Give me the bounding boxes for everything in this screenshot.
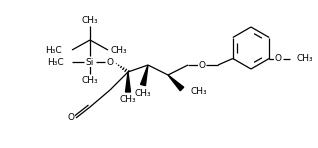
Polygon shape [168, 75, 184, 91]
Polygon shape [141, 65, 148, 86]
Text: CH₃: CH₃ [82, 16, 98, 25]
Text: CH₃: CH₃ [120, 95, 136, 104]
Text: H₃C: H₃C [47, 58, 64, 66]
Text: CH₃: CH₃ [135, 89, 151, 98]
Text: O: O [275, 54, 282, 63]
Text: H₃C: H₃C [45, 45, 62, 54]
Text: O: O [198, 61, 205, 70]
Text: CH₃: CH₃ [296, 54, 313, 63]
Text: CH₃: CH₃ [190, 86, 207, 95]
Text: O: O [67, 114, 74, 123]
Text: CH₃: CH₃ [82, 75, 98, 85]
Text: CH₃: CH₃ [110, 45, 127, 54]
Text: Si: Si [86, 58, 94, 66]
Polygon shape [126, 72, 130, 92]
Text: O: O [107, 58, 114, 66]
